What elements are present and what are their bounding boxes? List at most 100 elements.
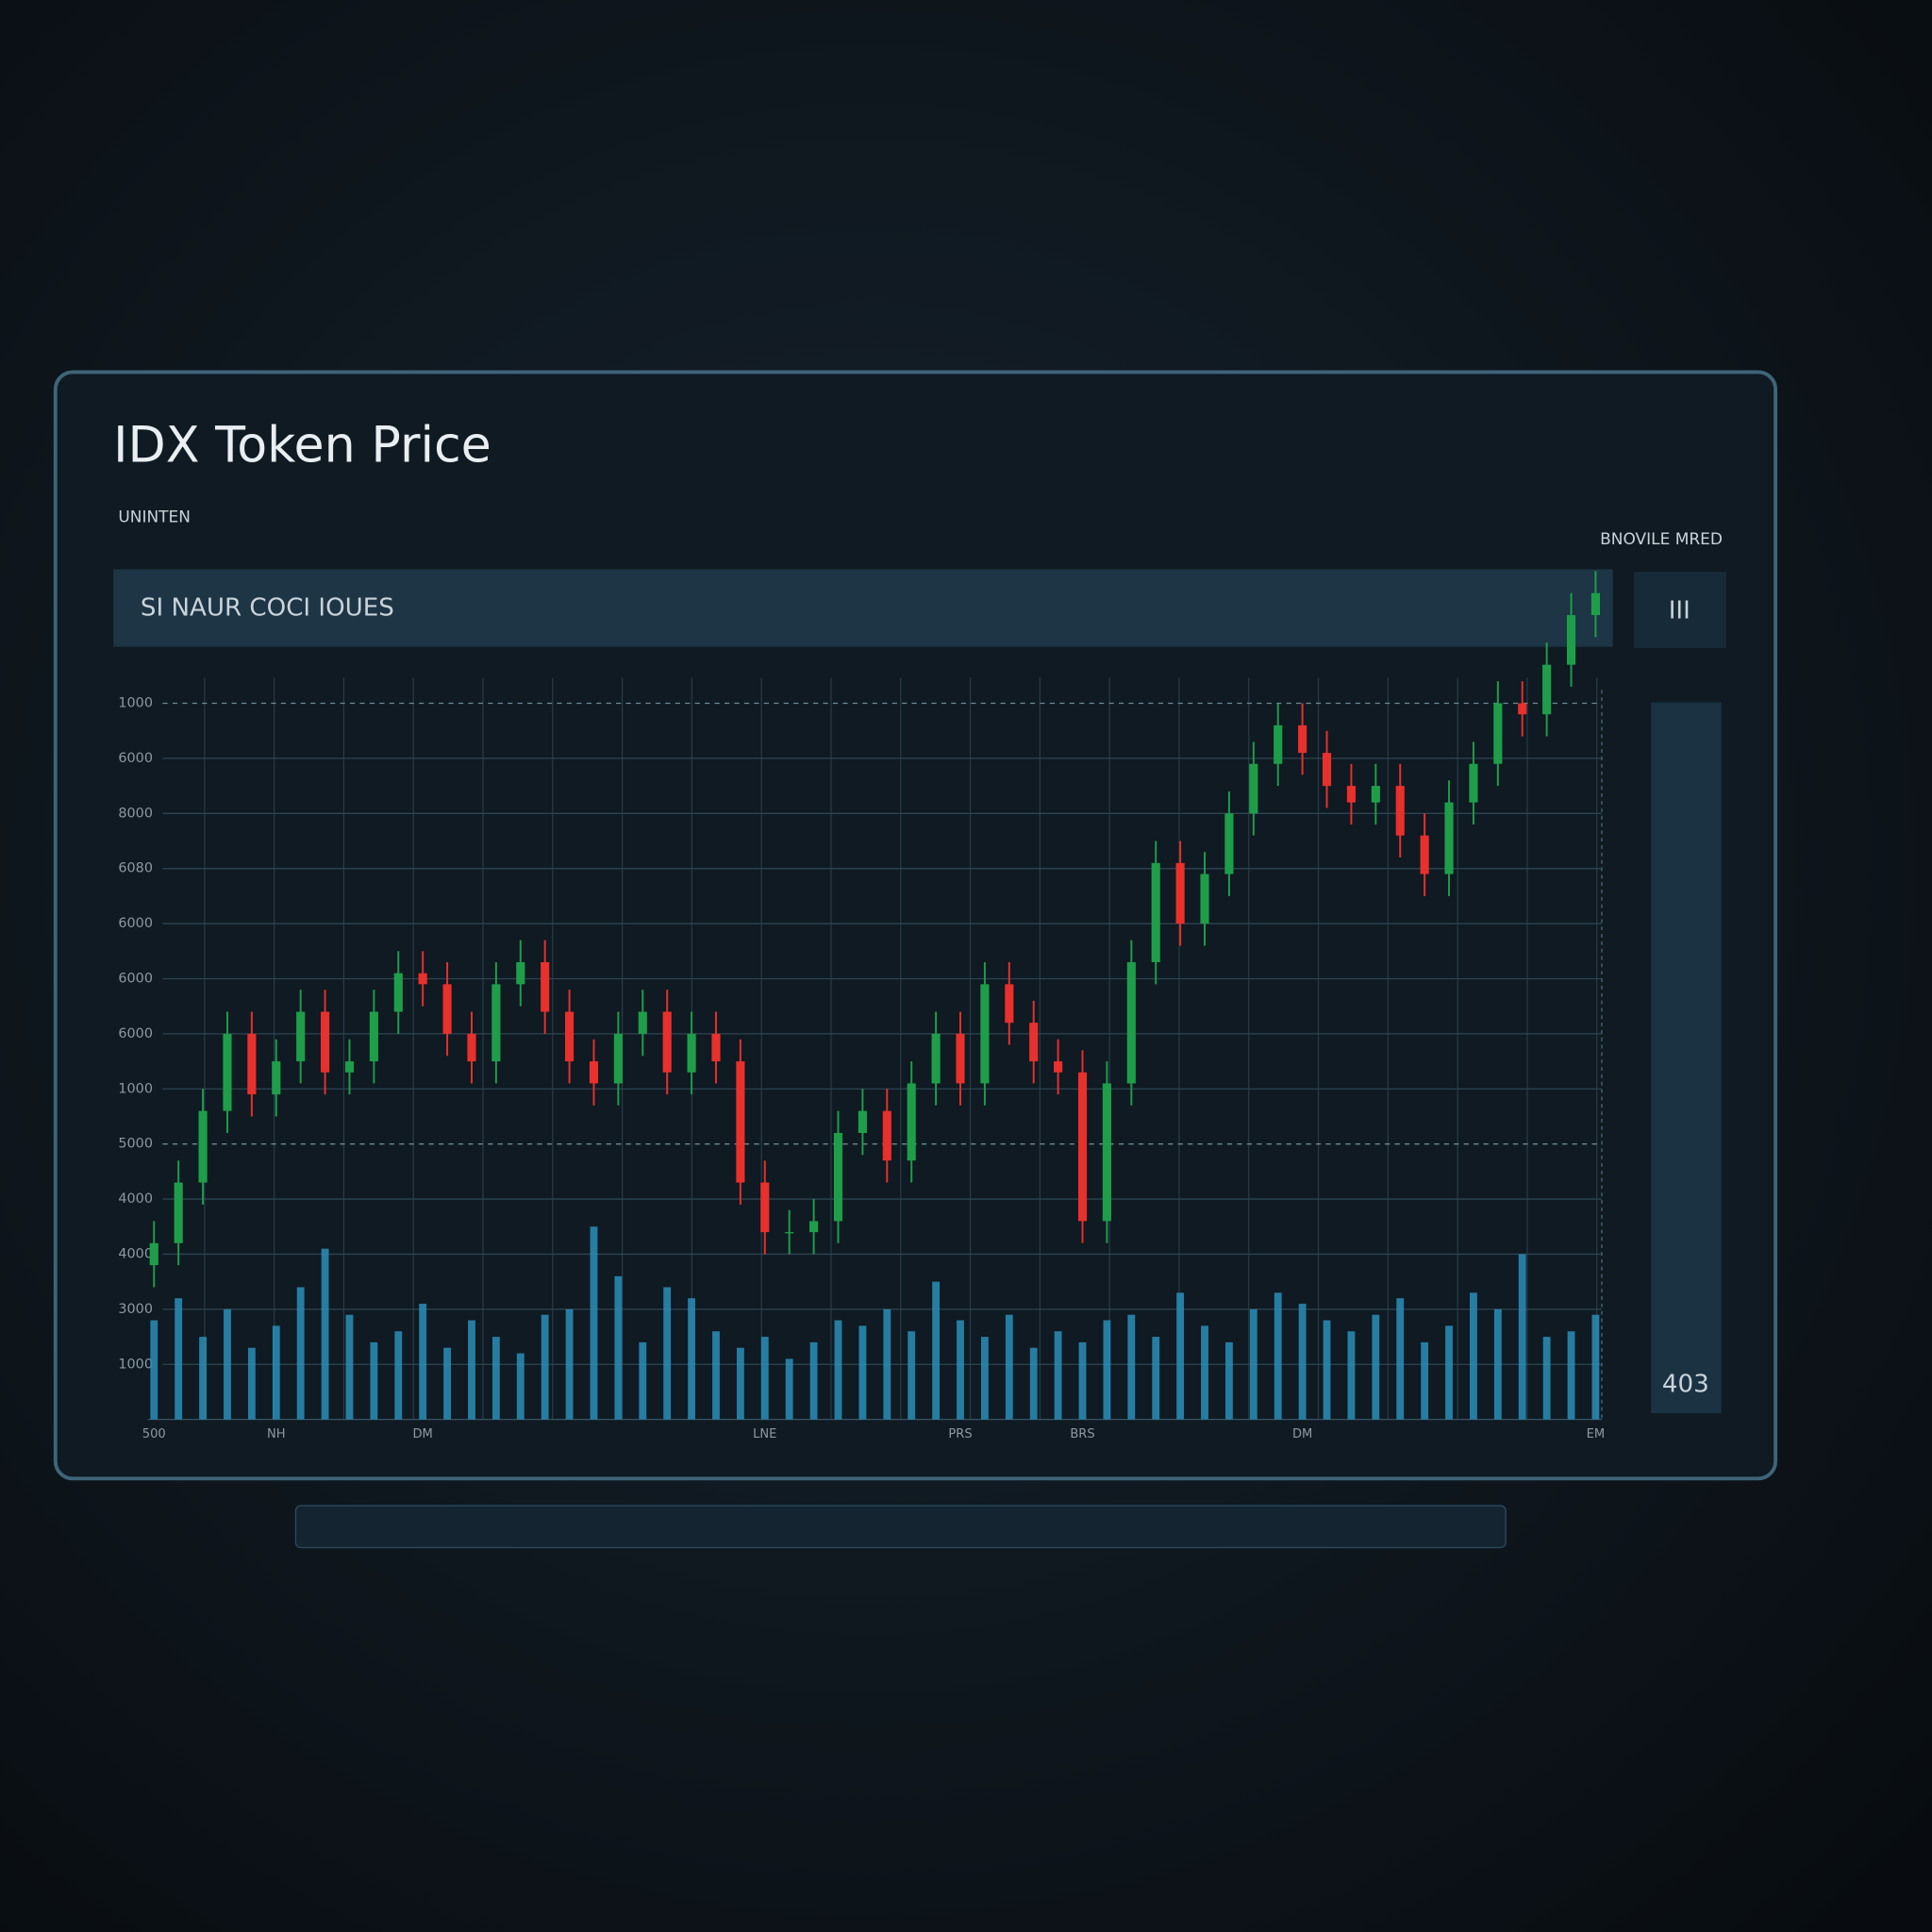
candle-body (1371, 786, 1380, 803)
candle-body (516, 961, 525, 985)
volume-bar (590, 1226, 598, 1420)
volume-bar (565, 1308, 574, 1420)
candle-body (1224, 813, 1234, 874)
candle-body (1077, 1072, 1088, 1222)
x-tick-label: DM (413, 1427, 433, 1441)
volume-bar (443, 1347, 451, 1420)
volume-bar (272, 1325, 280, 1420)
button[interactable] (1633, 572, 1726, 649)
candle-body (393, 973, 403, 1012)
candle-body (687, 1033, 696, 1073)
candle-body (1054, 1061, 1063, 1073)
y-tick-label: 3000 (118, 1302, 153, 1317)
candle-body (1469, 763, 1478, 803)
search-bar[interactable] (113, 569, 1613, 647)
stand (294, 1505, 1507, 1549)
volume-bar (1372, 1314, 1380, 1420)
y-tick-label: 5000 (118, 1137, 153, 1152)
candle-body (1591, 592, 1600, 616)
candle-body (1274, 724, 1283, 764)
volume-bar (1029, 1347, 1038, 1420)
y-tick-label: 6000 (118, 1026, 153, 1041)
candle-body (980, 984, 990, 1084)
y-tick-label: 4000 (118, 1246, 153, 1261)
volume-bar (736, 1347, 744, 1420)
volume-bar (932, 1281, 941, 1420)
volume-bar (1421, 1341, 1429, 1420)
candle-body (1542, 664, 1552, 715)
candle-body (149, 1242, 158, 1266)
candle-body (467, 1033, 476, 1062)
range-label: BNOVILE MRED (1600, 530, 1723, 549)
card (53, 370, 1778, 1481)
y-tick-label: 1000 (118, 1081, 153, 1096)
candle-body (858, 1110, 867, 1133)
candle-body (198, 1110, 208, 1183)
volume-bar (296, 1287, 305, 1420)
volume-bar (1323, 1320, 1331, 1420)
volume-bar (785, 1358, 793, 1420)
chart-title: IDX Token Price (113, 417, 491, 474)
candle-body (931, 1033, 941, 1084)
search-text: SI NAUR COCI IOUES (141, 594, 394, 623)
volume-bar (224, 1308, 231, 1420)
candle-body (344, 1061, 355, 1073)
x-tick-label: EM (1587, 1427, 1606, 1441)
y-tick-label: 6000 (118, 751, 153, 766)
candle-body (662, 1011, 672, 1073)
volume-bar (1249, 1308, 1257, 1420)
volume-bar (883, 1308, 891, 1420)
candle-body (956, 1033, 965, 1084)
x-tick-label: 500 (142, 1427, 166, 1441)
volume-bar (688, 1298, 696, 1420)
candle-body (760, 1182, 770, 1233)
volume-bar (1518, 1254, 1526, 1420)
volume-bar (419, 1304, 427, 1420)
volume-bar (1591, 1314, 1600, 1420)
candle-body (907, 1083, 916, 1161)
x-tick-label: LNE (753, 1427, 776, 1441)
volume-bar (1298, 1304, 1307, 1420)
candle-body (541, 961, 550, 1012)
subtitle: UNINTEN (118, 508, 191, 527)
volume-bar (1274, 1292, 1282, 1420)
volume-bar (321, 1248, 329, 1420)
volume-bar (491, 1337, 500, 1420)
volume-bar (1493, 1308, 1502, 1420)
candle-body (1200, 874, 1209, 924)
candle-body (785, 1232, 794, 1234)
y-tick-label: 6000 (118, 916, 153, 931)
volume-bar (199, 1337, 207, 1420)
candle-body (272, 1061, 281, 1095)
volume-bar (908, 1331, 916, 1420)
volume-bar (957, 1320, 964, 1420)
candle-body (882, 1110, 891, 1161)
volume-bar (980, 1337, 989, 1420)
candle-body (1249, 763, 1258, 814)
candle-body (1029, 1023, 1039, 1062)
candle-body (565, 1011, 575, 1062)
candle-body (491, 984, 501, 1062)
y-tick-label: 6000 (118, 971, 153, 986)
volume-bar (370, 1341, 378, 1420)
volume-bar (1224, 1341, 1233, 1420)
candle-body (1322, 753, 1332, 787)
candle-body (1175, 862, 1185, 924)
volume-bar (1152, 1337, 1160, 1420)
panel-value: 403 (1662, 1371, 1709, 1399)
candle-body (613, 1033, 623, 1084)
candle-body (442, 984, 452, 1034)
volume-bar (1542, 1337, 1551, 1420)
candle-body (296, 1011, 306, 1062)
candle-body (1298, 724, 1307, 754)
volume-bar (1054, 1331, 1062, 1420)
candle-body (1566, 615, 1576, 665)
candle-body (247, 1033, 257, 1095)
candle-body (809, 1221, 819, 1233)
candle-body (1420, 835, 1429, 874)
volume-bar (614, 1275, 623, 1420)
candle-body (1395, 786, 1405, 836)
volume-bar (663, 1287, 672, 1420)
candle-body (418, 973, 427, 985)
volume-bar (1396, 1298, 1405, 1420)
